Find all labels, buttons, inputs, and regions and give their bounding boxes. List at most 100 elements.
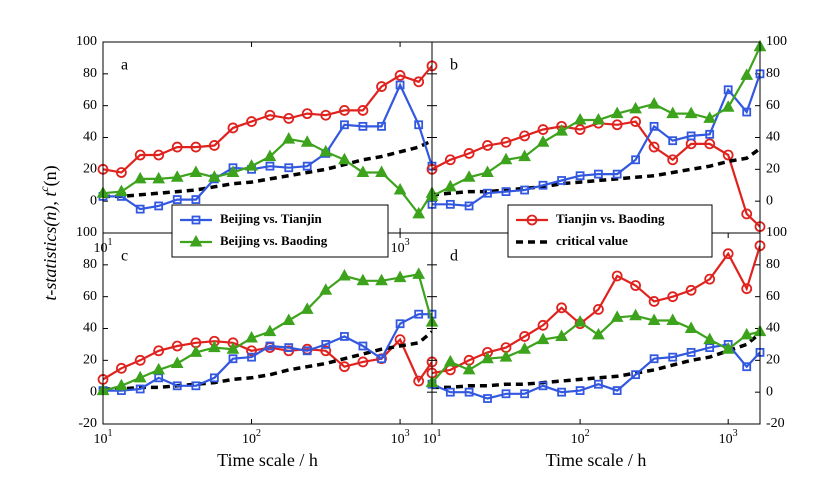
marker — [284, 163, 294, 173]
marker — [631, 370, 640, 380]
y-tick-label: 60 — [766, 98, 780, 113]
marker — [414, 309, 424, 319]
marker — [394, 334, 406, 346]
marker — [247, 352, 256, 362]
marker — [630, 280, 641, 291]
marker — [464, 387, 474, 397]
marker — [536, 135, 550, 147]
y-tick-label: 40 — [766, 130, 780, 145]
marker — [629, 101, 642, 114]
panel-label: b — [450, 57, 458, 74]
y-label-main: t-statistics(n), t — [40, 191, 61, 301]
marker — [610, 310, 624, 322]
marker — [666, 313, 680, 326]
marker — [134, 354, 146, 366]
marker — [172, 195, 182, 204]
marker — [282, 132, 296, 144]
marker — [135, 204, 145, 214]
y-tick-label: 80 — [83, 66, 97, 81]
series-line — [103, 313, 432, 392]
marker — [395, 80, 405, 90]
marker — [740, 68, 754, 80]
tick-exp: 1 — [108, 237, 113, 248]
series-line — [103, 330, 432, 391]
marker — [246, 116, 257, 127]
marker — [300, 302, 314, 314]
legend-marker — [526, 214, 538, 226]
marker — [414, 120, 424, 130]
marker — [227, 122, 239, 134]
marker — [393, 270, 407, 283]
marker — [668, 136, 678, 146]
marker — [612, 169, 622, 179]
marker — [301, 108, 313, 120]
marker — [462, 362, 476, 375]
marker — [338, 152, 351, 165]
legend-label: Beijing vs. Tianjin — [220, 211, 323, 226]
series-line — [432, 331, 760, 390]
marker — [189, 345, 203, 357]
marker — [464, 201, 474, 211]
marker — [519, 331, 531, 342]
tick-base: 10 — [391, 241, 405, 256]
marker — [226, 165, 240, 178]
tick-base: 10 — [242, 432, 256, 447]
marker — [265, 341, 275, 351]
panel-frame — [102, 232, 433, 425]
marker — [573, 112, 587, 125]
marker — [722, 248, 734, 260]
marker — [483, 188, 492, 198]
marker — [611, 270, 623, 282]
marker — [133, 370, 147, 383]
marker — [393, 182, 407, 195]
marker — [685, 284, 697, 296]
marker — [263, 324, 277, 337]
marker — [172, 381, 182, 391]
marker — [245, 331, 258, 343]
tick-exp: 2 — [256, 428, 261, 439]
marker — [189, 165, 203, 178]
y-tick-label: 20 — [83, 353, 97, 368]
tick-base: 10 — [719, 432, 733, 447]
marker — [481, 165, 494, 178]
tick-base: 10 — [94, 241, 108, 256]
tick-exp: 2 — [585, 428, 590, 439]
x-axis-label: Time scale / h — [217, 450, 318, 470]
y-tick-label: 0 — [766, 384, 773, 399]
marker — [320, 345, 332, 357]
y-tick-label: 100 — [76, 34, 97, 49]
marker — [282, 313, 296, 326]
marker — [556, 302, 567, 314]
marker — [536, 332, 550, 345]
y-tick-label: 80 — [83, 257, 97, 272]
marker — [686, 347, 696, 357]
x-tick-label: 103 — [391, 237, 410, 256]
marker — [443, 354, 457, 367]
marker — [741, 283, 753, 295]
marker — [115, 184, 128, 197]
marker — [375, 273, 388, 286]
marker — [171, 340, 183, 352]
y-tick-label: 0 — [766, 193, 773, 208]
marker — [555, 329, 568, 341]
marker — [358, 121, 368, 131]
marker — [339, 361, 350, 373]
tick-base: 10 — [94, 432, 108, 447]
marker — [463, 148, 475, 159]
marker — [518, 342, 531, 354]
marker — [356, 273, 370, 286]
y-tick-label: 60 — [83, 98, 97, 113]
marker — [667, 291, 679, 303]
marker — [520, 185, 530, 195]
marker — [483, 394, 492, 403]
marker — [575, 171, 585, 181]
marker — [152, 171, 166, 184]
series-line — [432, 245, 760, 375]
marker — [500, 136, 512, 148]
x-tick-label: 103 — [719, 428, 738, 447]
marker — [703, 332, 717, 345]
y-tick-label: 100 — [766, 34, 787, 49]
y-tick-label: 40 — [83, 130, 97, 145]
marker — [283, 113, 295, 124]
marker — [226, 342, 240, 354]
